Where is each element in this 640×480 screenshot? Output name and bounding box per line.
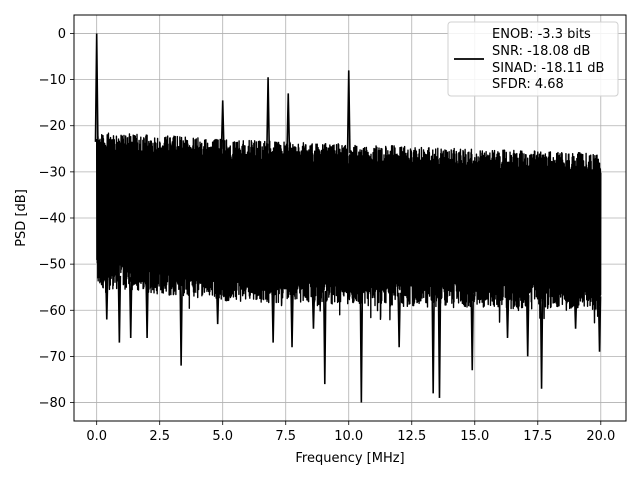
x-tick-label: 2.5	[149, 429, 170, 444]
y-tick-label: −50	[39, 258, 66, 273]
psd-dip	[271, 289, 275, 343]
psd-peak	[286, 93, 291, 152]
psd-trace	[95, 132, 602, 324]
psd-dip	[179, 282, 183, 366]
legend-enob: ENOB: -3.3 bits	[492, 27, 591, 42]
y-tick-label: −10	[39, 73, 66, 88]
y-tick-label: 0	[58, 27, 66, 42]
psd-dip	[117, 275, 122, 343]
legend-sinad: SINAD: -18.11 dB	[492, 61, 604, 76]
legend-snr: SNR: -18.08 dB	[492, 44, 590, 59]
psd-dip	[431, 293, 435, 394]
x-tick-label: 10.0	[334, 429, 363, 444]
x-tick-label: 20.0	[586, 429, 615, 444]
psd-peak	[266, 77, 271, 151]
psd-dip	[128, 277, 133, 338]
y-tick-label: −70	[39, 350, 66, 365]
x-tick-label: 12.5	[397, 429, 426, 444]
x-tick-label: 15.0	[460, 429, 489, 444]
legend-sfdr: SFDR: 4.68	[492, 77, 564, 92]
psd-dip	[470, 294, 475, 371]
x-axis-label: Frequency [MHz]	[295, 451, 404, 466]
psd-dip	[359, 292, 364, 403]
psd-series	[94, 33, 602, 403]
psd-dip	[573, 295, 578, 329]
psd-peak	[94, 33, 99, 142]
y-tick-label: −80	[39, 396, 66, 411]
y-axis-label: PSD [dB]	[14, 189, 29, 247]
y-tick-label: −60	[39, 304, 66, 319]
y-tick-label: −40	[39, 212, 66, 227]
psd-dip	[290, 289, 294, 348]
y-tick-label: −20	[39, 119, 66, 134]
psd-peak	[346, 70, 351, 154]
psd-dip	[145, 278, 149, 338]
x-tick-label: 7.5	[275, 429, 296, 444]
axis-ticks: 0.0 2.5 5.0 7.5 10.0 12.5 15.0 17.5 20.0 0 −10 −20 −…	[39, 27, 616, 444]
x-tick-label: 17.5	[523, 429, 552, 444]
psd-dip	[311, 290, 316, 329]
y-tick-label: −30	[39, 165, 66, 180]
psd-dip	[215, 286, 220, 325]
legend: ENOB: -3.3 bits SNR: -18.08 dB SINAD: -1…	[447, 21, 619, 97]
psd-dip	[525, 295, 530, 357]
x-tick-label: 0.0	[86, 429, 107, 444]
x-tick-label: 5.0	[212, 429, 233, 444]
psd-dip	[597, 296, 602, 352]
legend-box	[447, 21, 619, 97]
psd-dip	[104, 274, 109, 320]
psd-dip	[505, 294, 510, 338]
psd-peak	[220, 100, 225, 149]
psd-dip	[397, 292, 401, 348]
